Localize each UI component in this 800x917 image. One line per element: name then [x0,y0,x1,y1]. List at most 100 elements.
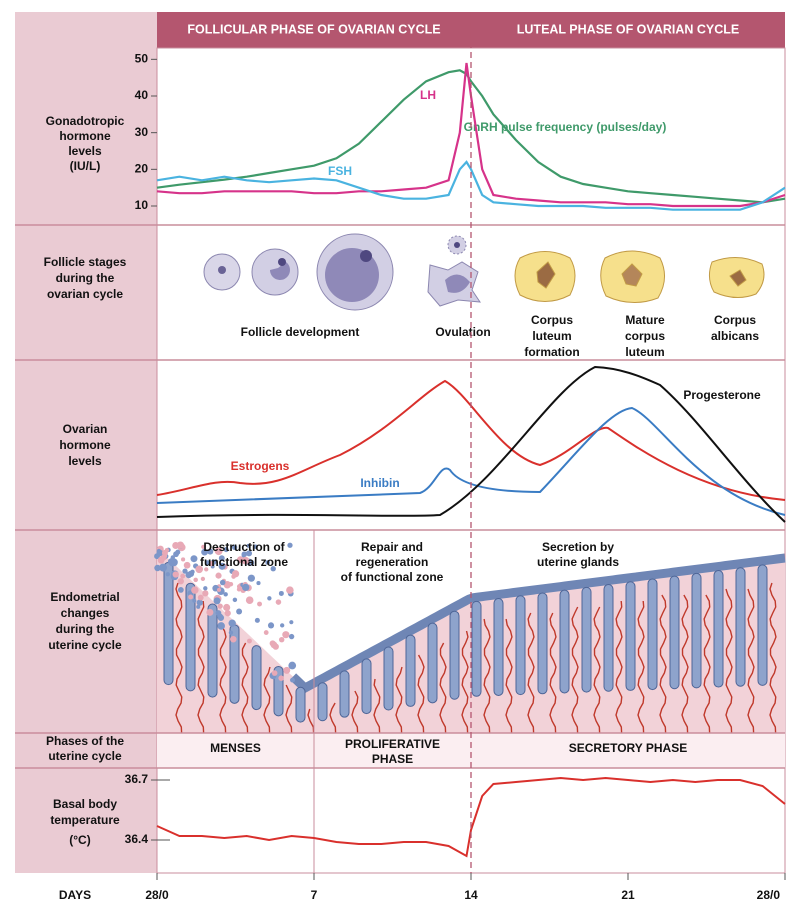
spiral-artery [175,582,183,734]
spiral-artery [505,618,513,734]
endometrium [154,541,786,734]
endometrium-label: Destruction of [203,540,285,554]
shed-cell [201,548,208,556]
stage-label: corpus [625,329,665,343]
spiral-artery [637,600,645,734]
spiral-artery [571,606,579,734]
shed-cell [181,557,186,562]
row-label: Follicle stages [44,255,127,269]
gland [625,581,636,691]
shed-cell [270,566,276,572]
shed-cell [265,560,271,565]
shed-cell [217,587,222,592]
spiral-artery [461,630,469,734]
gland [405,634,416,707]
spiral-artery [703,594,711,734]
shed-cell [215,572,222,579]
shed-cell [201,544,206,549]
shed-cell [230,635,237,643]
gland [493,598,504,696]
spiral-artery [307,708,315,734]
x-tick-label: 21 [621,888,635,902]
shed-cell [246,543,251,548]
shed-cell [177,578,184,585]
shed-cell [231,570,240,578]
endometrium-label: functional zone [200,555,288,569]
row-unit: (IU/L) [70,159,101,173]
shed-cell [196,604,201,609]
row-label: changes [61,606,110,620]
curve-label: Estrogens [231,459,290,473]
gland [515,595,526,696]
spiral-artery [197,600,205,734]
shed-cell [180,573,186,579]
row-label: ovarian cycle [47,287,123,301]
spiral-artery [725,588,733,734]
spiral-artery [527,612,535,734]
gland [537,592,548,695]
y-tick-label: 20 [135,162,149,176]
stage-label: formation [524,345,579,359]
shed-cell [214,547,223,556]
shed-cell [246,638,252,644]
shed-cell [228,619,236,627]
gland [251,645,262,711]
shed-cell [242,583,250,592]
shed-cell [232,597,238,603]
shed-cell [190,569,195,575]
curve-label: GnRH pulse frequency (pulses/day) [464,120,667,134]
shed-cell [288,633,295,640]
shed-cell [223,592,228,597]
gland [691,572,702,689]
gland [647,578,658,691]
stage-label: Follicle development [241,325,360,339]
shed-cell [223,580,232,589]
endometrium-label: regeneration [356,555,429,569]
row-label: levels [68,144,102,158]
stage-label: Corpus [531,313,573,327]
estrogen-curve [156,379,786,501]
spiral-artery [769,582,777,734]
spiral-artery [263,666,271,734]
spiral-artery [373,678,381,734]
shed-cell [182,568,188,574]
x-tick-label: 28/0 [757,888,781,902]
curve-label: FSH [328,164,352,178]
shed-cell [280,623,285,628]
shed-cell [236,608,243,615]
gland [339,670,350,718]
row-label: during the [56,622,115,636]
endometrium-label: of functional zone [341,570,444,584]
shed-cell [157,556,165,564]
shed-cell [193,577,198,583]
spiral-artery [439,642,447,734]
shed-cell [241,556,250,565]
row-label: Gonadotropic [46,114,125,128]
inhibin-curve [156,406,786,516]
shed-cell [288,661,297,670]
endometrium-label: uterine glands [537,555,619,569]
shed-cell [208,560,214,567]
curve-label: Inhibin [360,476,399,490]
spiral-artery [483,618,491,734]
shed-cell [275,599,282,605]
spiral-artery [219,624,227,734]
shed-cell [282,631,290,639]
shed-cell [236,587,242,592]
shed-cell [219,579,226,586]
shed-cell [218,555,225,562]
gland [735,567,746,687]
shed-cell [159,563,168,572]
shed-cell [290,677,295,683]
gland [361,658,372,715]
shed-cell [167,558,175,566]
gland [757,564,768,686]
shed-cell [188,594,194,600]
shed-cell [202,590,209,597]
gland [295,686,306,723]
shed-cell [256,581,261,586]
shed-cell [254,617,260,623]
spiral-artery [285,684,293,734]
y-tick-label: 40 [135,88,149,102]
y-tick-label: 30 [135,125,149,139]
